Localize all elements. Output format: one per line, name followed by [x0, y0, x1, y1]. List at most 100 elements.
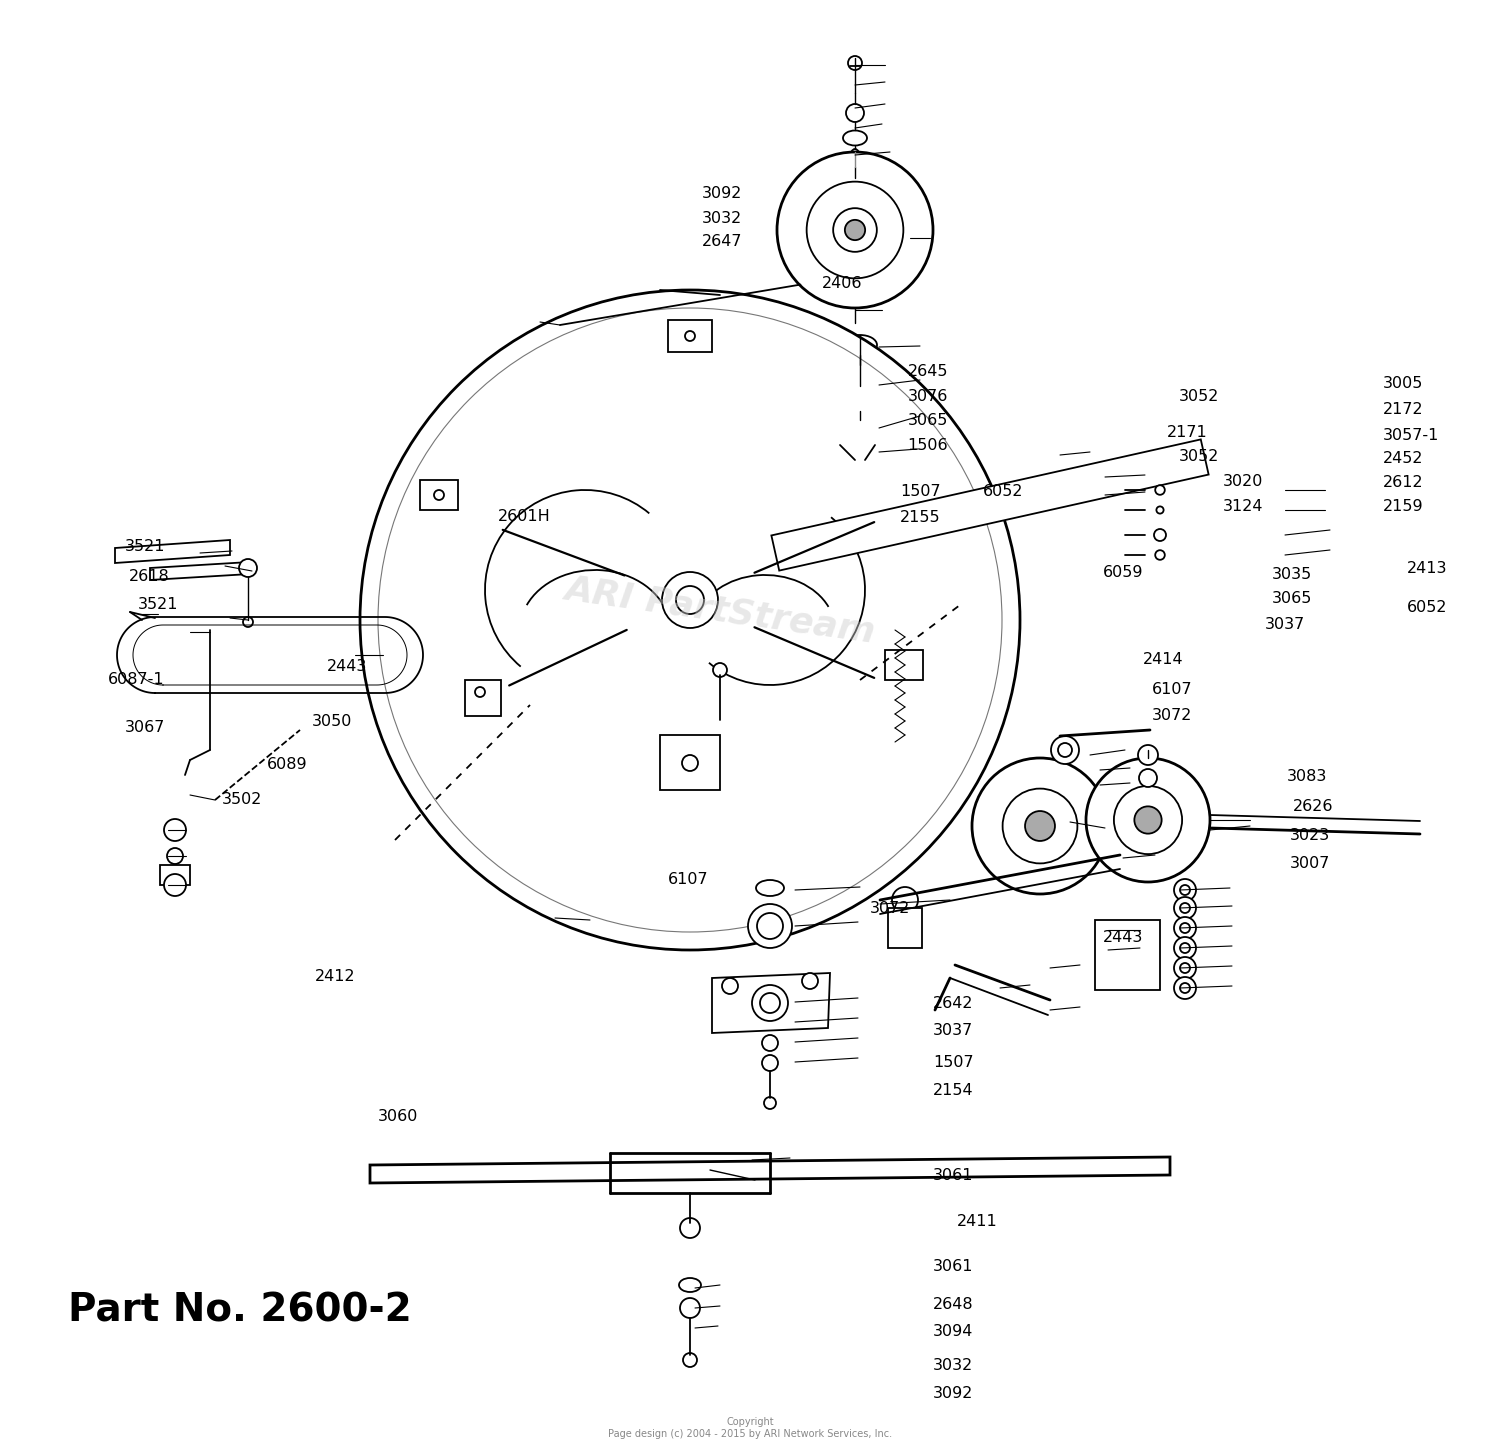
Circle shape: [1174, 897, 1196, 920]
Text: 3065: 3065: [1272, 591, 1312, 606]
Text: 3032: 3032: [702, 211, 742, 226]
Text: 6059: 6059: [1102, 565, 1143, 580]
Text: 2647: 2647: [702, 234, 742, 249]
Text: 6052: 6052: [982, 484, 1023, 499]
Text: ARI PartStream: ARI PartStream: [562, 571, 878, 649]
Text: 1507: 1507: [900, 484, 940, 499]
Text: 3061: 3061: [933, 1168, 974, 1183]
Circle shape: [847, 432, 871, 457]
Circle shape: [1155, 486, 1166, 495]
Text: 3072: 3072: [870, 901, 910, 915]
Text: 2626: 2626: [1293, 800, 1334, 814]
Circle shape: [752, 985, 788, 1021]
Text: 3065: 3065: [908, 414, 948, 428]
Text: 6052: 6052: [1407, 600, 1448, 615]
Circle shape: [777, 152, 933, 308]
Text: 2413: 2413: [1407, 561, 1448, 576]
Circle shape: [1155, 549, 1166, 560]
Text: 3005: 3005: [1383, 376, 1423, 390]
Bar: [660, 735, 720, 790]
Text: 6089: 6089: [267, 758, 308, 772]
Circle shape: [712, 664, 728, 677]
Circle shape: [680, 1218, 700, 1238]
Bar: [160, 865, 190, 885]
Text: 3092: 3092: [702, 187, 742, 201]
Text: 3057-1: 3057-1: [1383, 428, 1440, 442]
Circle shape: [1174, 917, 1196, 938]
Circle shape: [1174, 957, 1196, 979]
Circle shape: [1180, 963, 1190, 973]
Bar: [885, 651, 922, 680]
Text: 3023: 3023: [1290, 829, 1330, 843]
Circle shape: [748, 904, 792, 949]
Text: 3035: 3035: [1272, 567, 1312, 581]
Bar: [1095, 920, 1160, 991]
Text: 3094: 3094: [933, 1325, 974, 1339]
Circle shape: [1058, 743, 1072, 758]
Text: 3060: 3060: [378, 1109, 419, 1124]
Text: 3521: 3521: [138, 597, 178, 612]
Polygon shape: [150, 562, 250, 580]
Circle shape: [833, 208, 878, 252]
Text: 2452: 2452: [1383, 451, 1423, 466]
Circle shape: [1114, 785, 1182, 855]
Circle shape: [1180, 943, 1190, 953]
Circle shape: [682, 755, 698, 771]
Text: 2642: 2642: [933, 996, 974, 1011]
Text: 3092: 3092: [933, 1387, 974, 1401]
Text: 2414: 2414: [1143, 652, 1184, 667]
Circle shape: [1180, 902, 1190, 912]
Circle shape: [844, 220, 865, 240]
Text: 2412: 2412: [315, 969, 356, 983]
Text: 3052: 3052: [1179, 389, 1219, 403]
Text: 3124: 3124: [1222, 499, 1263, 513]
Circle shape: [846, 369, 874, 398]
Circle shape: [680, 1299, 700, 1317]
Text: 3083: 3083: [1287, 769, 1328, 784]
Circle shape: [760, 993, 780, 1014]
Text: 6087-1: 6087-1: [108, 672, 165, 687]
Text: 2443: 2443: [327, 659, 368, 674]
Text: 1507: 1507: [933, 1056, 974, 1070]
Circle shape: [1156, 506, 1164, 513]
Text: 2618: 2618: [129, 570, 170, 584]
Circle shape: [238, 560, 256, 577]
Text: Copyright
Page design (c) 2004 - 2015 by ARI Network Services, Inc.: Copyright Page design (c) 2004 - 2015 by…: [608, 1417, 892, 1439]
Circle shape: [433, 490, 444, 500]
Text: 2443: 2443: [1102, 930, 1143, 944]
Circle shape: [1154, 529, 1166, 541]
Polygon shape: [116, 539, 230, 562]
Text: 6107: 6107: [1152, 683, 1192, 697]
Polygon shape: [830, 425, 890, 455]
Circle shape: [686, 331, 694, 341]
Text: 3032: 3032: [933, 1358, 974, 1372]
Circle shape: [1086, 758, 1210, 882]
Ellipse shape: [843, 335, 878, 356]
Ellipse shape: [756, 881, 784, 897]
Bar: [465, 680, 501, 716]
Text: 3067: 3067: [124, 720, 165, 735]
Polygon shape: [370, 1157, 1170, 1183]
Circle shape: [894, 914, 916, 936]
Circle shape: [1174, 937, 1196, 959]
Text: 3072: 3072: [1152, 709, 1192, 723]
Circle shape: [476, 687, 484, 697]
Circle shape: [972, 758, 1108, 894]
Circle shape: [1174, 879, 1196, 901]
Circle shape: [676, 586, 703, 615]
Text: 2601H: 2601H: [498, 509, 550, 523]
Circle shape: [1138, 769, 1156, 787]
Text: 2172: 2172: [1383, 402, 1423, 416]
Text: 3061: 3061: [933, 1259, 974, 1274]
Circle shape: [722, 977, 738, 993]
Circle shape: [166, 847, 183, 865]
Circle shape: [1138, 745, 1158, 765]
Circle shape: [853, 440, 865, 451]
Circle shape: [378, 308, 1002, 933]
Text: 3502: 3502: [222, 792, 262, 807]
Circle shape: [1052, 736, 1078, 763]
Text: 2159: 2159: [1383, 499, 1423, 513]
Text: 3521: 3521: [124, 539, 165, 554]
Circle shape: [1002, 788, 1077, 863]
Circle shape: [1174, 977, 1196, 999]
